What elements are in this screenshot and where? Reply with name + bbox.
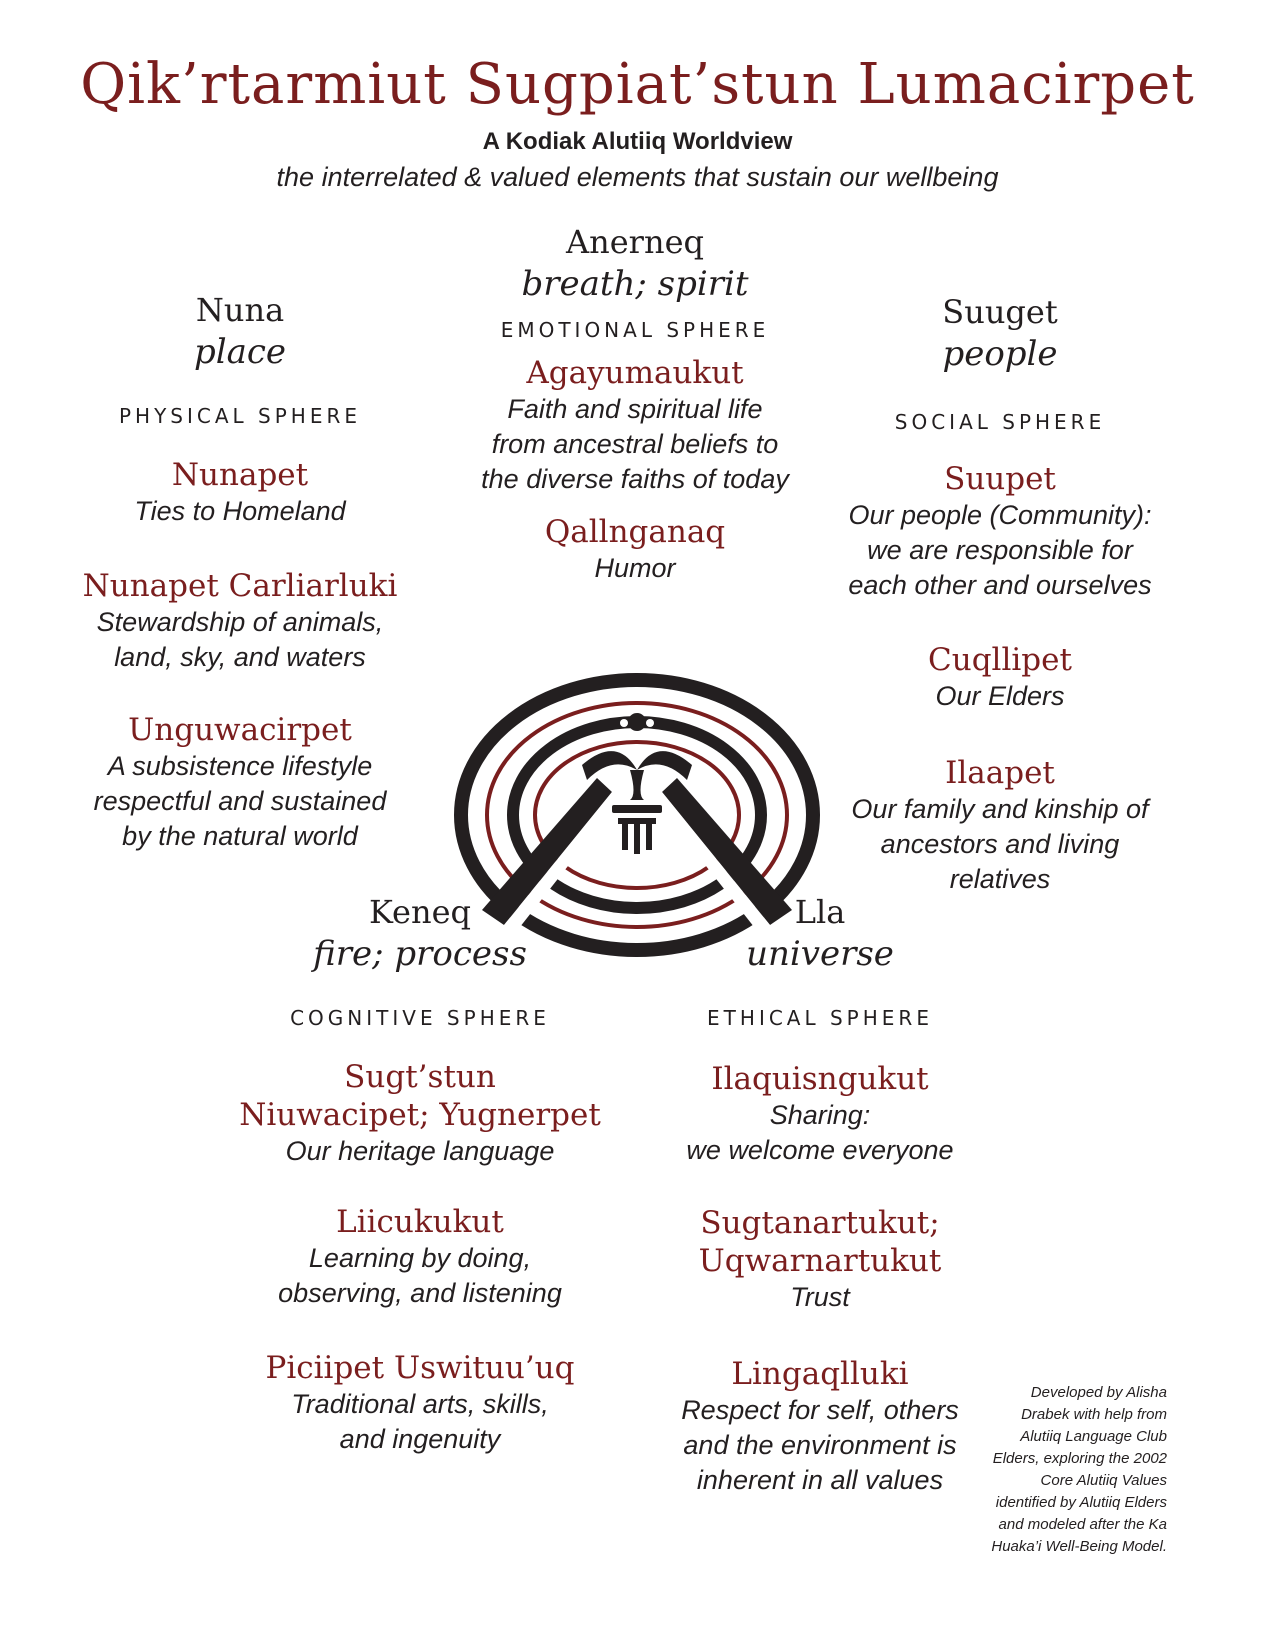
- value-name: Cuqllipet: [928, 642, 1072, 678]
- value-item: Nunapet Carliarluki Stewardship of anima…: [60, 567, 420, 675]
- page-subtitle: A Kodiak Alutiiq Worldview: [482, 128, 793, 155]
- value-name-line: Sugtanartukut;: [700, 1205, 940, 1241]
- credit-line: Elders, exploring the 2002: [992, 1450, 1167, 1467]
- sphere-gloss: fire; process: [313, 934, 527, 974]
- value-desc-line: Learning by doing,: [308, 1243, 532, 1273]
- value-name-line: Niuwacipet; Yugnerpet: [239, 1097, 601, 1133]
- credit-line: Alutiiq Language Club: [1020, 1428, 1167, 1445]
- value-desc-line: Traditional arts, skills,: [291, 1389, 549, 1419]
- value-name-line: Piciipet Uswituu’uq: [265, 1350, 575, 1386]
- value-item: Cuqllipet Our Elders: [810, 641, 1190, 714]
- value-desc-line: Sharing:: [769, 1100, 871, 1130]
- sphere-name: Nuna: [195, 291, 285, 329]
- cognitive-sphere: Keneq fire; process COGNITIVE SPHERE Sug…: [230, 892, 610, 1457]
- value-desc-line: and ingenuity: [339, 1424, 501, 1454]
- credit-line: Drabek with help from: [1021, 1406, 1167, 1423]
- sphere-name: Keneq: [368, 893, 471, 931]
- value-desc-line: we welcome everyone: [686, 1135, 954, 1165]
- value-desc-line: Our Elders: [935, 681, 1065, 711]
- credit-line: identified by Alutiiq Elders: [995, 1494, 1167, 1511]
- value-item: Liicukukut Learning by doing, observing,…: [230, 1203, 610, 1311]
- ethical-sphere: Lla universe ETHICAL SPHERE Ilaquisnguku…: [630, 892, 1010, 1498]
- value-desc-line: the diverse faiths of today: [481, 464, 789, 494]
- value-desc-line: Our heritage language: [285, 1136, 555, 1166]
- value-desc-line: Our family and kinship of: [851, 794, 1149, 824]
- value-desc-line: Our people (Community):: [848, 500, 1152, 530]
- sphere-name: Anerneq: [566, 223, 704, 261]
- sphere-label: EMOTIONAL SPHERE: [500, 318, 770, 342]
- sphere-gloss: place: [193, 332, 287, 372]
- value-desc-line: Trust: [790, 1282, 850, 1312]
- sphere-label: ETHICAL SPHERE: [707, 1006, 933, 1030]
- value-name: Agayumaukut: [526, 355, 744, 391]
- social-sphere: Suuget people SOCIAL SPHERE Suupet Our p…: [810, 292, 1190, 897]
- value-item: Unguwacirpet A subsistence lifestyle res…: [60, 711, 420, 854]
- emotional-sphere: Anerneq breath; spirit EMOTIONAL SPHERE …: [440, 222, 830, 586]
- credit-note: Developed by Alisha Drabek with help fro…: [967, 1382, 1167, 1558]
- value-name: Ilaapet: [945, 755, 1055, 791]
- value-name: Qallnganaq: [544, 514, 726, 550]
- value-name-line: Ilaquisngukut: [711, 1061, 929, 1097]
- value-desc-line: by the natural world: [122, 821, 358, 851]
- value-name-line: Uqwarnartukut: [698, 1243, 942, 1279]
- value-item: Ilaquisngukut Sharing: we welcome everyo…: [630, 1060, 1010, 1168]
- value-item: Lingaqlluki Respect for self, others and…: [630, 1355, 1010, 1498]
- credit-line: Huaka’i Well-Being Model.: [991, 1538, 1167, 1555]
- sphere-label: PHYSICAL SPHERE: [118, 404, 362, 428]
- value-desc-line: relatives: [949, 864, 1051, 894]
- sphere-gloss: universe: [746, 934, 894, 974]
- value-item: Nunapet Ties to Homeland: [60, 456, 420, 529]
- value-item: Ilaapet Our family and kinship of ancest…: [810, 754, 1190, 897]
- page-title: Qik’rtarmiut Sugpiat’stun Lumacirpet: [80, 52, 1195, 117]
- value-desc-line: land, sky, and waters: [114, 642, 366, 672]
- value-desc-line: each other and ourselves: [848, 570, 1152, 600]
- credit-line: and modeled after the Ka: [998, 1516, 1167, 1533]
- sphere-label: COGNITIVE SPHERE: [290, 1006, 550, 1030]
- sphere-gloss: people: [942, 334, 1058, 374]
- value-name: Unguwacirpet: [128, 712, 352, 748]
- value-desc-line: respectful and sustained: [93, 786, 387, 816]
- sphere-name: Suuget: [942, 293, 1058, 331]
- value-name-line: Liicukukut: [336, 1204, 504, 1240]
- value-item: Agayumaukut Faith and spiritual life fro…: [440, 354, 830, 497]
- value-desc-line: Faith and spiritual life: [507, 394, 763, 424]
- value-item: Sugt’stun Niuwacipet; Yugnerpet Our heri…: [230, 1058, 610, 1169]
- value-desc-line: and the environment is: [683, 1430, 957, 1460]
- value-item: Piciipet Uswituu’uq Traditional arts, sk…: [230, 1349, 610, 1457]
- credit-line: Core Alutiiq Values: [1040, 1472, 1167, 1489]
- value-desc-line: inherent in all values: [696, 1465, 944, 1495]
- value-name: Suupet: [944, 461, 1056, 497]
- value-desc-line: ancestors and living: [880, 829, 1120, 859]
- sphere-gloss: breath; spirit: [521, 264, 749, 304]
- value-name-line: Sugt’stun: [344, 1059, 496, 1095]
- sphere-label: SOCIAL SPHERE: [894, 410, 1106, 434]
- credit-line: Developed by Alisha: [1030, 1384, 1167, 1401]
- physical-sphere: Nuna place PHYSICAL SPHERE Nunapet Ties …: [60, 290, 420, 854]
- value-desc-line: Ties to Homeland: [134, 496, 346, 526]
- page-tagline: the interrelated & valued elements that …: [276, 162, 999, 192]
- value-desc-line: Respect for self, others: [681, 1395, 959, 1425]
- value-desc-line: from ancestral beliefs to: [491, 429, 779, 459]
- value-desc-line: Humor: [594, 553, 676, 583]
- sphere-name: Lla: [794, 893, 846, 931]
- value-item: Suupet Our people (Community): we are re…: [810, 460, 1190, 603]
- value-desc-line: Stewardship of animals,: [96, 607, 384, 637]
- value-name: Nunapet: [171, 457, 309, 493]
- value-item: Qallnganaq Humor: [440, 513, 830, 586]
- value-desc-line: observing, and listening: [278, 1278, 562, 1308]
- value-item: Sugtanartukut; Uqwarnartukut Trust: [630, 1204, 1010, 1315]
- value-desc-line: we are responsible for: [867, 535, 1133, 565]
- alutiiq-face-emblem-icon: [454, 673, 820, 957]
- value-name-line: Lingaqlluki: [731, 1356, 909, 1392]
- value-name: Nunapet Carliarluki: [82, 568, 398, 604]
- value-desc-line: A subsistence lifestyle: [107, 751, 373, 781]
